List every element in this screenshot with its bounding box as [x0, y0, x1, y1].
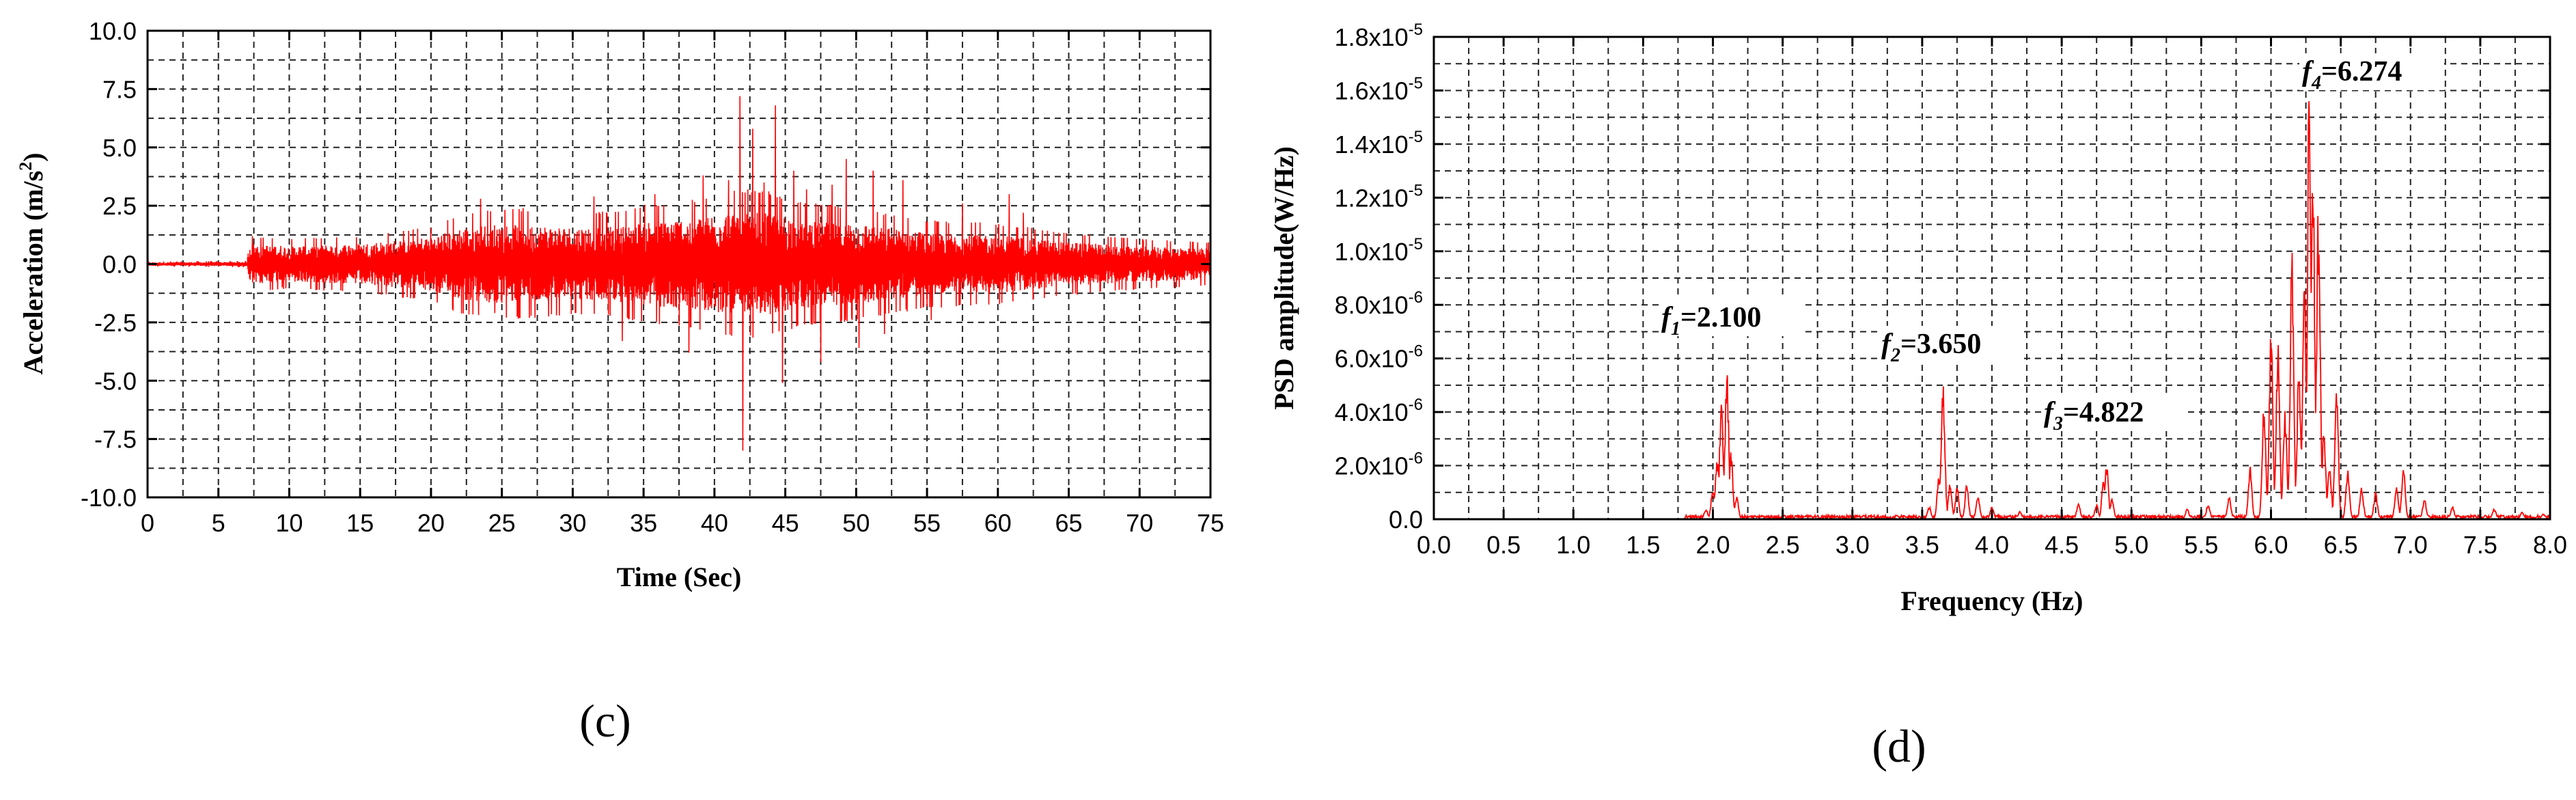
c-x-tick-label-4: 20	[417, 509, 445, 537]
d-annotation-f2: f2=3.650	[1881, 329, 1981, 366]
d-y-tick-label-0: 0.0	[1389, 506, 1423, 534]
d-y-tick-label-9: 1.8x10-5	[1335, 20, 1423, 51]
c-x-tick-label-0: 0	[141, 509, 154, 537]
d-annotations: f1=2.100 f2=3.650 f3=4.822 f4=6.274	[1659, 53, 2444, 435]
d-x-tick-label-2: 1.0	[1556, 531, 1590, 559]
d-y-tick-label-7: 1.4x10-5	[1335, 128, 1423, 158]
d-ticks	[1432, 36, 2551, 521]
d-x-tick-label-3: 1.5	[1626, 531, 1660, 559]
c-y-axis-label: Acceleration (m/s2)	[16, 152, 49, 374]
d-x-tick-label-7: 3.5	[1905, 531, 1939, 559]
c-x-tick-label-13: 65	[1055, 509, 1083, 537]
d-y-tick-labels: 0.0 2.0x10-6 4.0x10-6 6.0x10-6 8.0x10-6 1.0x1…	[1335, 20, 1423, 534]
d-y-tick-label-3: 6.0x10-6	[1335, 342, 1423, 373]
d-x-tick-label-14: 7.0	[2394, 531, 2428, 559]
d-x-tick-label-15: 7.5	[2463, 531, 2497, 559]
d-annotation-bg-1	[1659, 299, 1803, 336]
d-x-tick-label-13: 6.5	[2324, 531, 2358, 559]
c-y-tick-label-0: -10.0	[81, 484, 137, 512]
chart-c: 0 5 10 15 20 25 30 35 40 45 50 55 60 65 70 75 -10.0 -7.5…	[16, 17, 1224, 747]
c-x-tick-label-11: 55	[913, 509, 941, 537]
d-y-tick-label-6: 1.2x10-5	[1335, 181, 1423, 212]
d-annotation-f3: f3=4.822	[2044, 397, 2144, 435]
c-x-tick-labels: 0 5 10 15 20 25 30 35 40 45 50 55 60 65 70 75	[141, 509, 1224, 537]
d-annotation-bg-4	[2299, 53, 2444, 90]
d-annotation-bg-2	[1879, 326, 2023, 363]
d-y-tick-label-5: 1.0x10-5	[1335, 235, 1423, 266]
d-annotation-bg-3	[2041, 394, 2186, 431]
chart-d: 0.0 0.5 1.0 1.5 2.0 2.5 3.0 3.5 4.0 4.5 5.0 5.5 6.0 6…	[1269, 20, 2567, 772]
c-x-axis-label: Time (Sec)	[617, 562, 742, 592]
c-y-axis-label-main: Acceleration (m/s	[18, 171, 49, 375]
d-x-tick-label-10: 5.0	[2114, 531, 2148, 559]
c-y-tick-label-5: 2.5	[102, 192, 137, 220]
c-x-tick-label-3: 15	[346, 509, 374, 537]
c-y-tick-label-2: -5.0	[94, 367, 137, 395]
d-y-tick-label-4: 8.0x10-6	[1335, 288, 1423, 319]
c-x-tick-label-14: 70	[1126, 509, 1153, 537]
d-x-tick-label-6: 3.0	[1836, 531, 1870, 559]
c-x-tick-label-8: 40	[701, 509, 728, 537]
c-x-tick-label-1: 5	[212, 509, 225, 537]
d-y-tick-label-2: 4.0x10-6	[1335, 396, 1423, 426]
c-panel-label: (c)	[579, 695, 631, 747]
d-x-tick-label-12: 6.0	[2254, 531, 2288, 559]
c-x-tick-label-12: 60	[984, 509, 1012, 537]
c-y-tick-label-4: 0.0	[102, 251, 137, 279]
c-x-tick-label-5: 25	[488, 509, 516, 537]
c-y-tick-label-6: 5.0	[102, 134, 137, 162]
d-panel-label: (d)	[1872, 720, 1926, 772]
c-series-line	[147, 96, 1211, 451]
d-annotation-f1: f1=2.100	[1661, 302, 1761, 340]
d-x-tick-label-0: 0.0	[1417, 531, 1451, 559]
c-y-tick-label-1: -7.5	[94, 426, 137, 454]
d-x-tick-label-9: 4.5	[2045, 531, 2079, 559]
c-y-tick-label-8: 10.0	[89, 17, 137, 45]
c-y-axis-label-close: )	[18, 152, 49, 161]
d-x-tick-label-16: 8.0	[2533, 531, 2567, 559]
d-x-axis-label: Frequency (Hz)	[1901, 585, 2083, 616]
d-x-tick-label-8: 4.0	[1975, 531, 2009, 559]
d-x-tick-label-11: 5.5	[2184, 531, 2218, 559]
d-x-tick-label-4: 2.0	[1695, 531, 1730, 559]
d-x-tick-labels: 0.0 0.5 1.0 1.5 2.0 2.5 3.0 3.5 4.0 4.5 5.0 5.5 6.0 6…	[1417, 531, 2567, 559]
c-x-tick-label-9: 45	[772, 509, 799, 537]
d-y-tick-label-8: 1.6x10-5	[1335, 74, 1423, 105]
c-x-tick-label-15: 75	[1197, 509, 1224, 537]
c-y-tick-label-7: 7.5	[102, 75, 137, 103]
d-x-tick-label-1: 0.5	[1486, 531, 1521, 559]
c-y-tick-labels: -10.0 -7.5 -5.0 -2.5 0.0 2.5 5.0 7.5 10.0	[81, 17, 137, 512]
c-y-tick-label-3: -2.5	[94, 309, 137, 337]
d-y-tick-label-1: 2.0x10-6	[1335, 450, 1423, 480]
c-x-tick-label-6: 30	[559, 509, 586, 537]
c-x-tick-label-7: 35	[630, 509, 657, 537]
d-x-tick-label-5: 2.5	[1766, 531, 1800, 559]
c-y-axis-label-sup: 2	[16, 162, 36, 171]
d-annotation-f4: f4=6.274	[2302, 56, 2402, 94]
c-x-tick-label-2: 10	[275, 509, 303, 537]
c-x-tick-label-10: 50	[842, 509, 870, 537]
c-ticks	[146, 29, 1212, 499]
c-series	[147, 96, 1211, 451]
d-grid	[1434, 37, 2550, 519]
d-y-axis-label: PSD amplitude(W/Hz)	[1269, 146, 1299, 410]
